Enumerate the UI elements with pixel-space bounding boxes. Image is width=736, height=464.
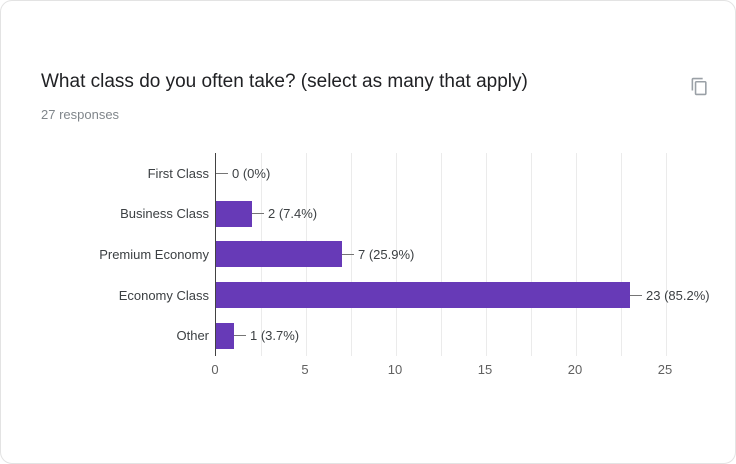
bar-row: Economy Class 23 (85.2%) xyxy=(119,275,735,316)
value-label: 23 (85.2%) xyxy=(646,287,710,303)
category-label: Economy Class xyxy=(118,287,209,303)
x-tick-label: 10 xyxy=(387,362,403,377)
x-tick-label: 20 xyxy=(567,362,583,377)
copy-icon xyxy=(690,77,709,99)
gridline xyxy=(531,153,532,356)
category-label: Business Class xyxy=(120,206,209,222)
bar xyxy=(216,200,252,227)
value-connector-line xyxy=(252,213,264,215)
value-label: 1 (3.7%) xyxy=(250,328,300,344)
gridline xyxy=(441,153,442,356)
category-label: Other xyxy=(176,328,209,344)
question-title: What class do you often take? (select as… xyxy=(41,71,528,92)
value-connector-line xyxy=(234,335,246,337)
gridline xyxy=(576,153,577,356)
x-tick-label: 25 xyxy=(657,362,673,377)
bar xyxy=(216,322,234,349)
bar xyxy=(216,241,342,268)
value-label: 7 (25.9%) xyxy=(358,246,415,262)
copy-chart-button[interactable] xyxy=(686,75,712,101)
gridline xyxy=(621,153,622,356)
category-label: First Class xyxy=(147,165,209,181)
x-tick-label: 5 xyxy=(301,362,309,377)
bar-row: Other 1 (3.7%) xyxy=(176,315,735,356)
x-tick-label: 0 xyxy=(211,362,219,377)
responses-count: 27 responses xyxy=(41,107,120,122)
bar-chart-plot-area: First Class 0 (0%) Business Class 2 (7.4%) P… xyxy=(99,153,710,356)
gridline xyxy=(486,153,487,356)
bar-row: Business Class 2 (7.4%) xyxy=(120,194,735,235)
x-tick-label: 15 xyxy=(477,362,493,377)
category-label: Premium Economy xyxy=(99,246,209,262)
bar-row: Premium Economy 7 (25.9%) xyxy=(99,234,735,275)
value-connector-line xyxy=(630,294,642,296)
value-connector-line xyxy=(342,253,354,255)
bar-row: First Class 0 (0%) xyxy=(148,153,735,194)
value-label: 0 (0%) xyxy=(232,165,271,181)
value-connector-line xyxy=(216,172,228,174)
bar xyxy=(216,282,630,309)
value-label: 2 (7.4%) xyxy=(268,206,318,222)
gridline xyxy=(396,153,397,356)
x-axis: 0 5 10 15 20 25 xyxy=(211,362,672,378)
gridline xyxy=(666,153,667,356)
